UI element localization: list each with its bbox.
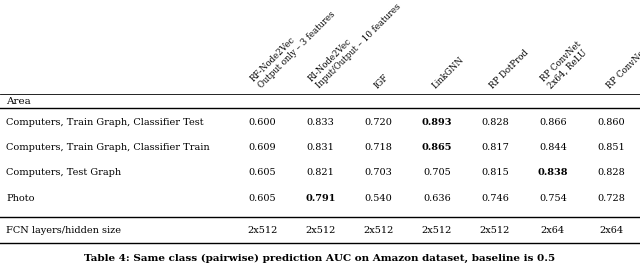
Text: 2x512: 2x512	[364, 226, 394, 235]
Text: 0.860: 0.860	[597, 118, 625, 127]
Text: 0.600: 0.600	[249, 118, 276, 127]
Text: Computers, Test Graph: Computers, Test Graph	[6, 168, 122, 177]
Text: 0.705: 0.705	[423, 168, 451, 177]
Text: 2x512: 2x512	[422, 226, 452, 235]
Text: 0.831: 0.831	[307, 143, 335, 152]
Text: 0.865: 0.865	[422, 143, 452, 152]
Text: 0.720: 0.720	[365, 118, 393, 127]
Text: 0.746: 0.746	[481, 194, 509, 203]
Text: 0.540: 0.540	[365, 194, 392, 203]
Text: 0.609: 0.609	[249, 143, 276, 152]
Text: RI-Node2Vec
Input/Output – 10 features: RI-Node2Vec Input/Output – 10 features	[307, 0, 403, 90]
Text: 0.605: 0.605	[249, 194, 276, 203]
Text: Photo: Photo	[6, 194, 35, 203]
Text: 2x512: 2x512	[248, 226, 278, 235]
Text: 0.817: 0.817	[481, 143, 509, 152]
Text: Area: Area	[6, 97, 31, 106]
Text: 0.636: 0.636	[423, 194, 451, 203]
Text: 0.821: 0.821	[307, 168, 335, 177]
Text: 0.791: 0.791	[305, 194, 336, 203]
Text: Computers, Train Graph, Classifier Train: Computers, Train Graph, Classifier Train	[6, 143, 210, 152]
Text: 2x512: 2x512	[305, 226, 336, 235]
Text: 0.844: 0.844	[539, 143, 567, 152]
Text: 0.605: 0.605	[249, 168, 276, 177]
Text: Computers, Train Graph, Classifier Test: Computers, Train Graph, Classifier Test	[6, 118, 204, 127]
Text: 0.815: 0.815	[481, 168, 509, 177]
Text: 2x64: 2x64	[599, 226, 623, 235]
Text: FCN layers/hidden size: FCN layers/hidden size	[6, 226, 122, 235]
Text: 0.893: 0.893	[422, 118, 452, 127]
Text: 0.866: 0.866	[539, 118, 567, 127]
Text: IGF: IGF	[372, 73, 390, 90]
Text: 0.828: 0.828	[481, 118, 509, 127]
Text: 0.833: 0.833	[307, 118, 335, 127]
Text: 0.828: 0.828	[597, 168, 625, 177]
Text: LinkGNN: LinkGNN	[431, 55, 466, 90]
Text: 0.851: 0.851	[597, 143, 625, 152]
Text: 0.728: 0.728	[597, 194, 625, 203]
Text: 0.703: 0.703	[365, 168, 393, 177]
Text: 0.754: 0.754	[539, 194, 567, 203]
Text: RP ConvNet
2x64, ReLU: RP ConvNet 2x64, ReLU	[539, 39, 590, 90]
Text: 0.838: 0.838	[538, 168, 568, 177]
Text: RP ConvNet + IGF: RP ConvNet + IGF	[605, 26, 640, 90]
Text: RP DotProd: RP DotProd	[488, 48, 531, 90]
Text: 2x512: 2x512	[479, 226, 510, 235]
Text: 2x64: 2x64	[541, 226, 565, 235]
Text: 0.718: 0.718	[365, 143, 393, 152]
Text: RF-Node2Vec
Output only – 3 features: RF-Node2Vec Output only – 3 features	[249, 3, 337, 90]
Text: Table 4: Same class (pairwise) prediction AUC on Amazon dataset, baseline is 0.5: Table 4: Same class (pairwise) predictio…	[84, 253, 556, 263]
